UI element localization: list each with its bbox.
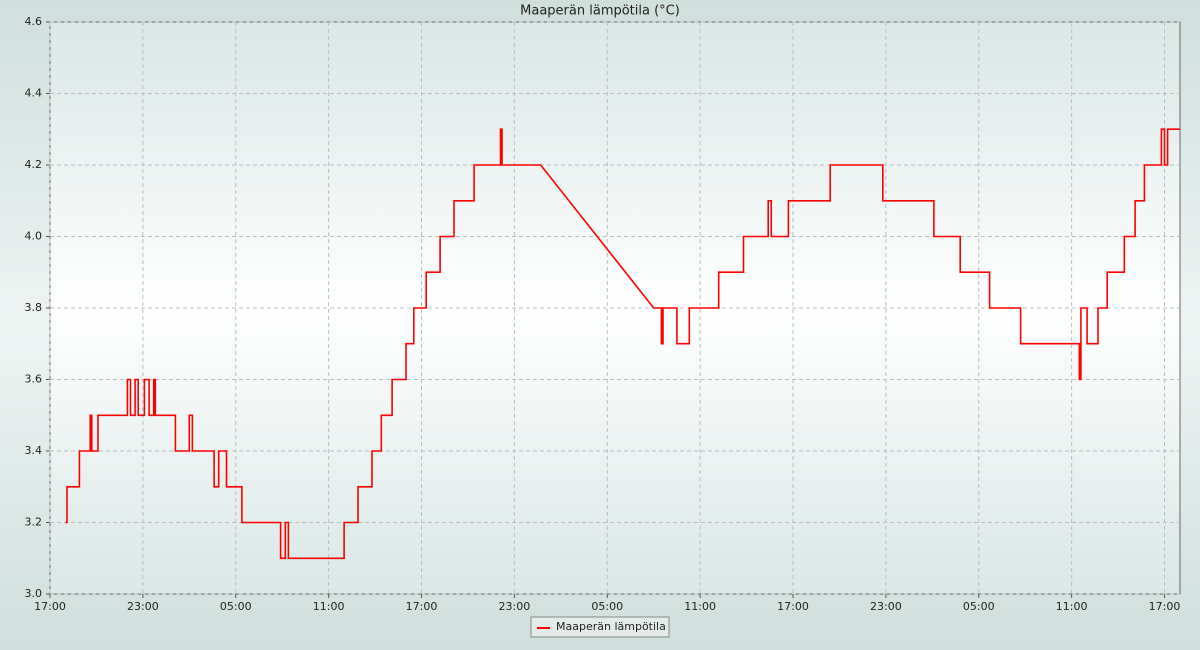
y-tick-label: 4.2 <box>25 158 43 171</box>
x-tick-label: 05:00 <box>591 600 623 613</box>
data-line <box>65 128 1180 560</box>
y-tick-label: 3.8 <box>25 301 43 314</box>
x-tick-label: 05:00 <box>963 600 995 613</box>
y-tick-label: 4.4 <box>25 87 43 100</box>
x-tick-label: 11:00 <box>684 600 716 613</box>
x-tick-label: 11:00 <box>1056 600 1088 613</box>
y-tick-label: 3.4 <box>25 444 43 457</box>
x-tick-label: 23:00 <box>870 600 902 613</box>
x-tick-label: 05:00 <box>220 600 252 613</box>
x-tick-label: 11:00 <box>313 600 345 613</box>
y-tick-label: 3.2 <box>25 516 43 529</box>
y-tick-label: 4.6 <box>25 15 43 28</box>
x-tick-label: 17:00 <box>1149 600 1181 613</box>
chart-title: Maaperän lämpötila (°C) <box>520 4 680 19</box>
y-tick-label: 4.0 <box>25 230 43 243</box>
legend: Maaperän lämpötila <box>530 616 670 638</box>
x-tick-label: 17:00 <box>777 600 809 613</box>
x-tick-label: 17:00 <box>34 600 66 613</box>
legend-box <box>530 616 670 638</box>
x-tick-label: 23:00 <box>499 600 531 613</box>
legend-label: Maaperän lämpötila <box>556 620 666 633</box>
x-tick-label: 17:00 <box>406 600 438 613</box>
x-tick-label: 23:00 <box>127 600 159 613</box>
y-tick-label: 3.6 <box>25 373 43 386</box>
y-tick-label: 3.0 <box>25 587 43 600</box>
